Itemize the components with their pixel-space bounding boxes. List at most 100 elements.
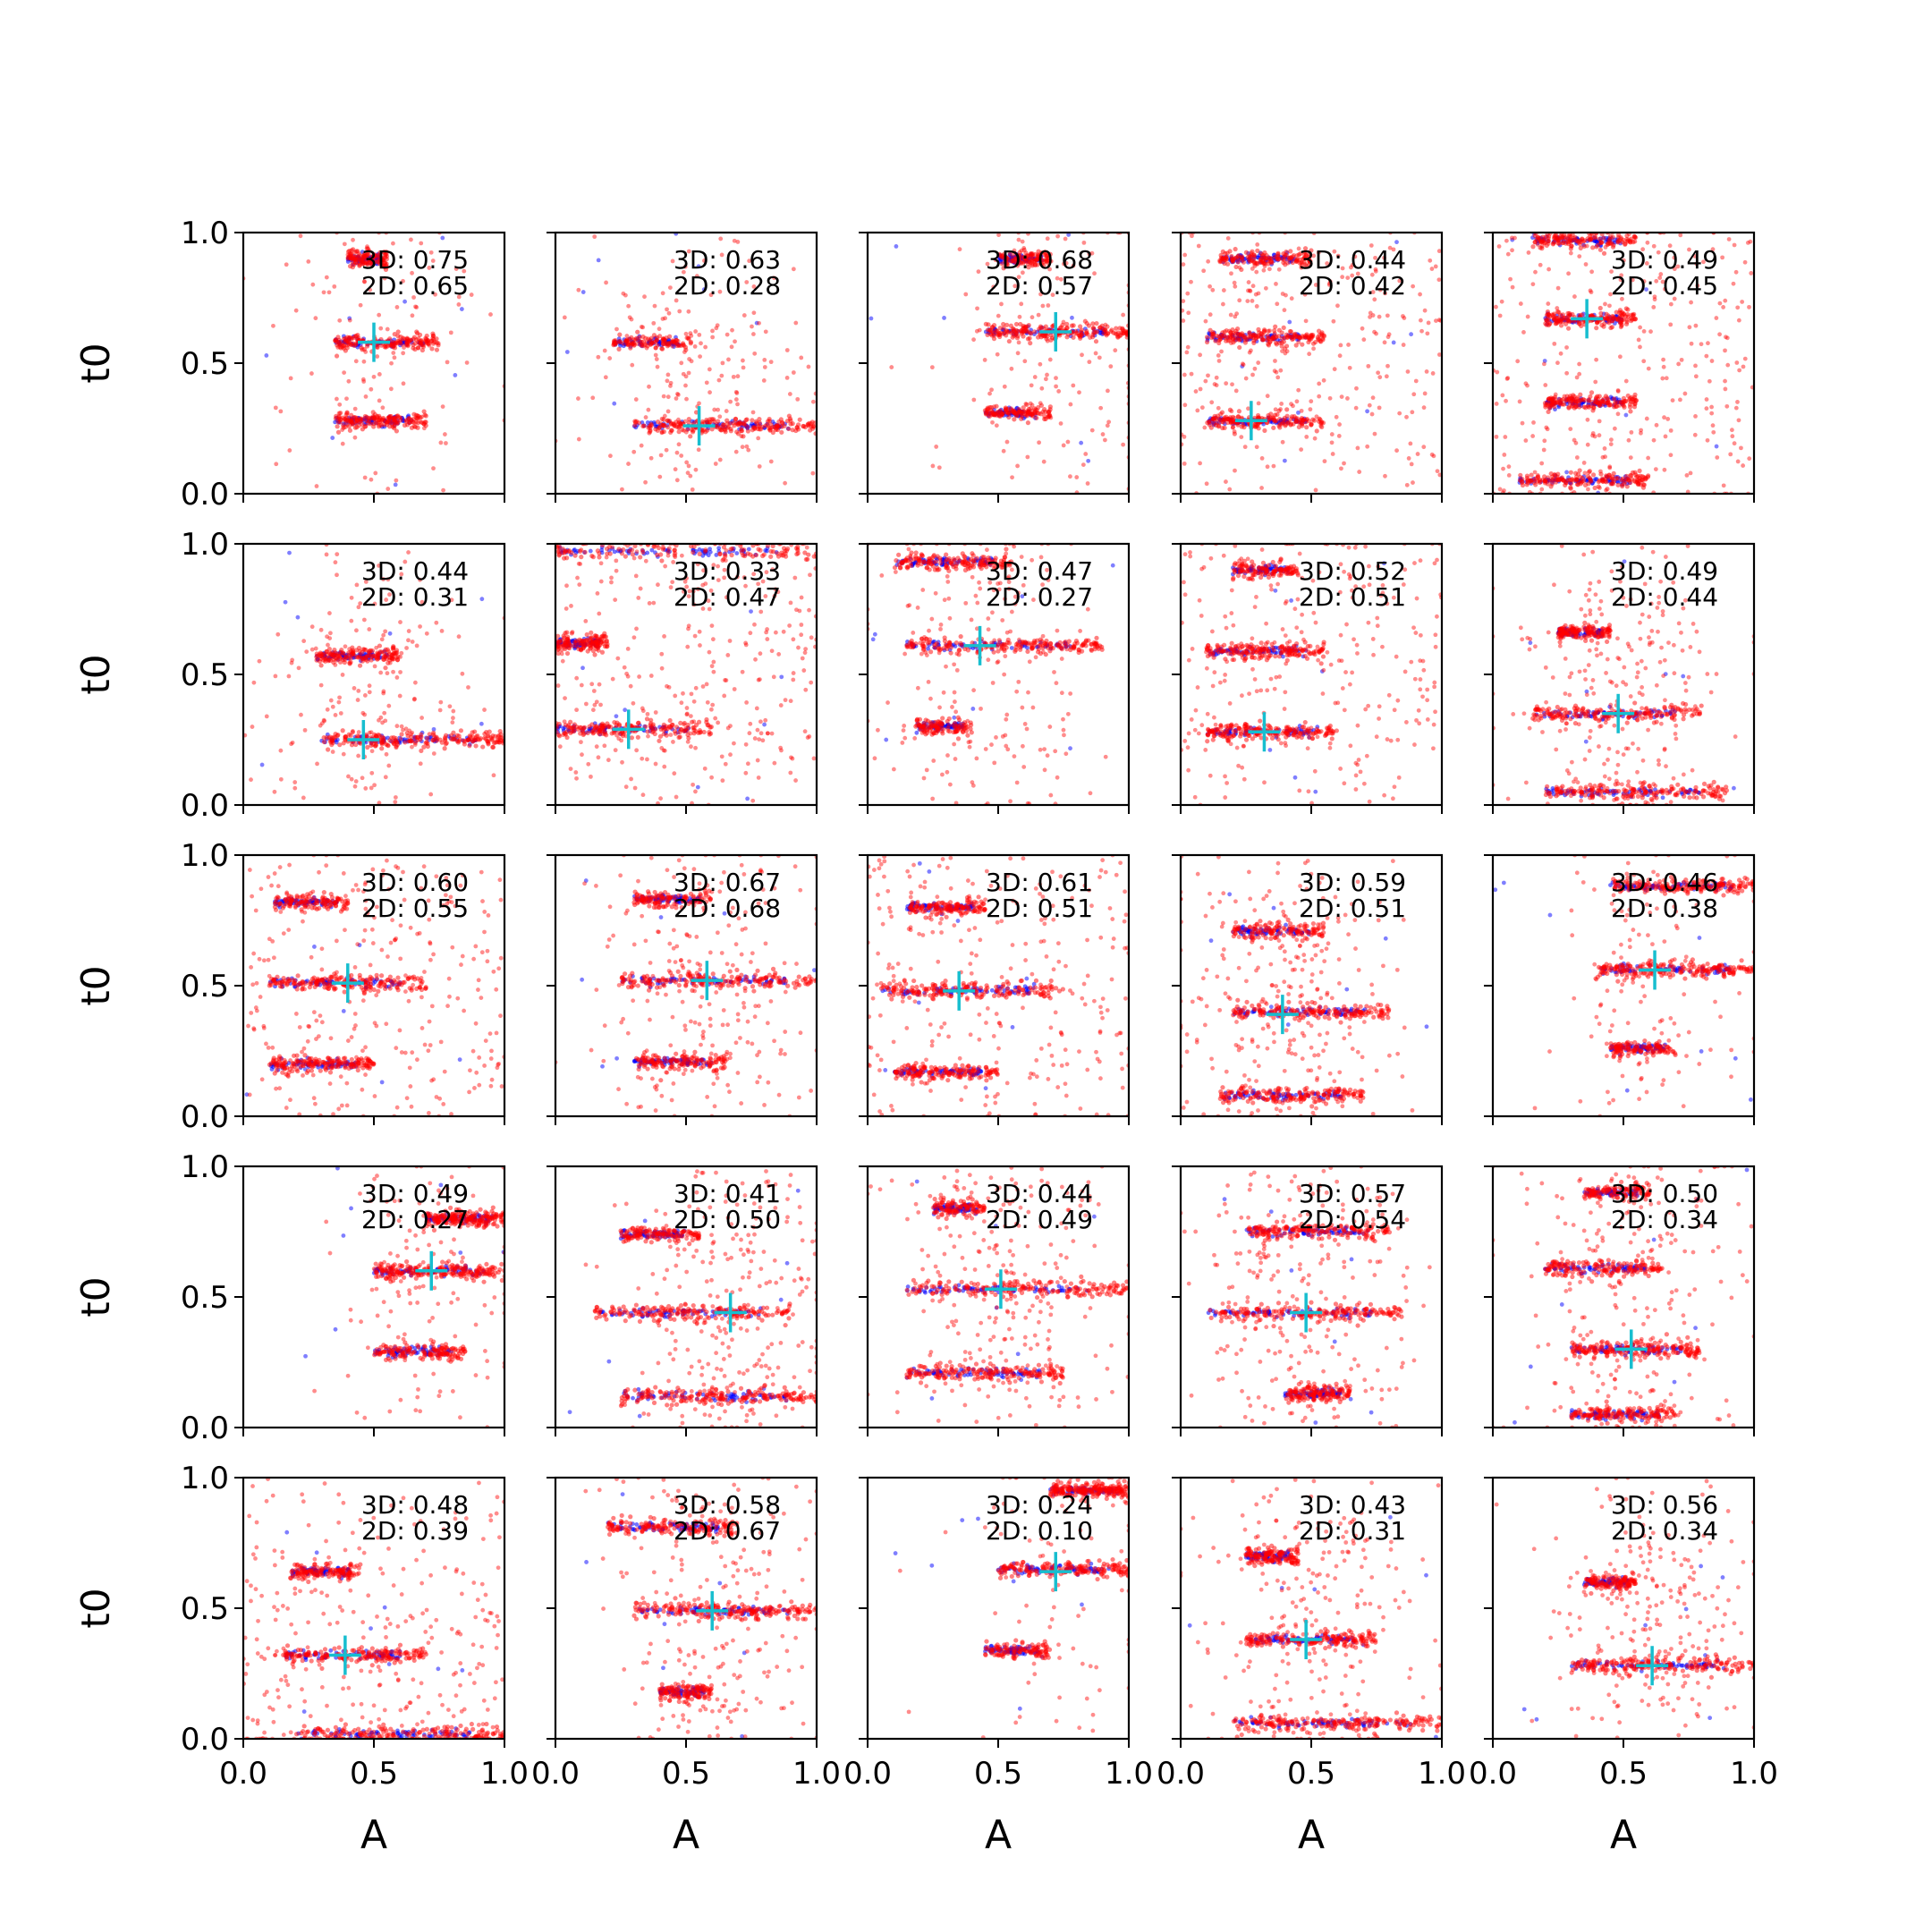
- sample-2d-point: [361, 359, 367, 364]
- sample-2d-point: [670, 343, 675, 349]
- sample-2d-point: [621, 291, 626, 296]
- sample-2d-point: [655, 364, 660, 369]
- sample-2d-point: [330, 652, 335, 658]
- sample-2d-point: [1055, 233, 1060, 239]
- sample-2d-point: [1411, 284, 1416, 289]
- sample-2d-point: [1071, 383, 1076, 388]
- sample-2d-point: [1036, 411, 1041, 416]
- sample-2d-point: [1196, 243, 1201, 249]
- sample-2d-point: [1598, 471, 1604, 477]
- sample-2d-point: [371, 424, 377, 429]
- sample-2d-point: [1731, 281, 1736, 286]
- sample-2d-point: [355, 655, 360, 660]
- sample-2d-point: [1573, 440, 1579, 445]
- sample-2d-point: [1723, 378, 1727, 384]
- sample-2d-point: [679, 453, 684, 458]
- sample-2d-point: [358, 302, 363, 308]
- sample-2d-point: [1019, 248, 1024, 253]
- sample-2d-point: [365, 244, 369, 250]
- sample-2d-point: [455, 740, 461, 745]
- sample-2d-point: [1041, 459, 1046, 464]
- sample-2d-point: [653, 345, 658, 351]
- sample-2d-point: [1548, 396, 1555, 402]
- sample-2d-point: [1311, 346, 1316, 352]
- sample-2d-point: [1529, 472, 1534, 478]
- sample-2d-point: [783, 480, 788, 486]
- sample-2d-point: [1607, 233, 1614, 240]
- sample-2d-point: [1629, 429, 1634, 435]
- sample-2d-point: [631, 342, 636, 346]
- sample-2d-point: [392, 423, 397, 429]
- sample-2d-point: [1429, 452, 1435, 457]
- sample-2d-point: [702, 258, 707, 263]
- sample-2d-point: [1242, 445, 1248, 450]
- sample-2d-point: [1370, 395, 1376, 401]
- sample-2d-point: [1568, 250, 1573, 256]
- sample-2d-point: [1124, 335, 1129, 340]
- sample-2d-point: [371, 259, 377, 266]
- sample-2d-point: [1010, 335, 1015, 340]
- sample-2d-point: [337, 318, 343, 323]
- sample-2d-point: [1214, 333, 1219, 339]
- sample-2d-point: [351, 650, 356, 656]
- score-2d-label: 2D: 0.57: [986, 271, 1093, 301]
- sample-2d-point: [1224, 338, 1229, 343]
- sample-2d-point: [1499, 299, 1504, 304]
- sample-2d-point: [1704, 406, 1709, 411]
- sample-2d-point: [391, 644, 396, 649]
- sample-2d-point: [1327, 395, 1333, 401]
- sample-2d-point: [989, 387, 994, 393]
- sample-2d-point: [1572, 437, 1577, 443]
- sample-2d-point: [1347, 365, 1352, 370]
- sample-2d-point: [1404, 414, 1409, 419]
- sample-2d-point: [1546, 233, 1552, 239]
- sample-2d-point: [1568, 486, 1573, 491]
- sample-2d-point: [1233, 314, 1238, 319]
- sample-2d-point: [810, 424, 817, 429]
- sample-2d-point: [1525, 314, 1530, 319]
- sample-2d-point: [672, 340, 678, 346]
- sample-2d-point: [1276, 256, 1282, 262]
- sample-2d-point: [1227, 487, 1233, 492]
- sample-2d-point: [1603, 479, 1608, 484]
- sample-2d-point: [1288, 249, 1293, 254]
- sample-2d-point: [1632, 470, 1638, 475]
- sample-2d-point: [1237, 265, 1242, 270]
- sample-2d-point: [1012, 250, 1017, 256]
- sample-2d-point: [1566, 396, 1572, 402]
- sample-2d-point: [686, 309, 691, 314]
- sample-2d-point: [741, 358, 745, 363]
- sample-2d-point: [1598, 310, 1604, 316]
- sample-2d-point: [1013, 333, 1018, 337]
- sample-2d-point: [1668, 428, 1674, 433]
- sample-2d-point: [336, 411, 342, 416]
- sample-2d-point: [673, 467, 678, 472]
- sample-2d-point: [1587, 469, 1593, 474]
- sample-2d-point: [1313, 283, 1318, 287]
- sample-2d-point: [469, 292, 474, 297]
- sample-2d-point: [1627, 239, 1632, 244]
- sample-2d-point: [1256, 401, 1261, 406]
- sample-2d-point: [1611, 396, 1617, 402]
- sample-2d-point: [1553, 479, 1559, 485]
- sample-2d-point: [423, 338, 428, 343]
- sample-2d-point: [1523, 381, 1529, 386]
- sample-2d-point: [325, 652, 330, 657]
- sample-2d-point: [445, 360, 450, 365]
- sample-2d-point: [1736, 418, 1741, 423]
- sample-2d-point: [464, 360, 470, 365]
- sample-2d-point: [1496, 244, 1502, 249]
- sample-2d-point: [1226, 416, 1232, 421]
- sample-3d-point: [1623, 412, 1629, 418]
- sample-2d-point: [1672, 255, 1677, 260]
- sample-2d-point: [409, 237, 413, 242]
- sample-2d-point: [1236, 332, 1241, 338]
- sample-2d-point: [1601, 235, 1606, 241]
- sample-3d-point: [1594, 239, 1599, 244]
- sample-2d-point: [378, 343, 384, 348]
- sample-2d-point: [1006, 338, 1012, 344]
- sample-2d-point: [1385, 313, 1390, 318]
- sample-2d-point: [1245, 299, 1250, 304]
- sample-2d-point: [982, 358, 987, 362]
